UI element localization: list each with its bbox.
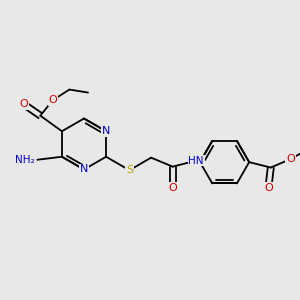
- Text: O: O: [168, 183, 177, 193]
- Text: O: O: [264, 183, 273, 193]
- Text: N: N: [80, 164, 88, 175]
- Text: S: S: [126, 165, 133, 175]
- Text: O: O: [49, 95, 57, 105]
- Text: NH₂: NH₂: [15, 155, 34, 165]
- Text: HN: HN: [188, 156, 204, 166]
- Text: N: N: [102, 126, 110, 136]
- Text: O: O: [20, 99, 28, 109]
- Text: O: O: [286, 154, 295, 164]
